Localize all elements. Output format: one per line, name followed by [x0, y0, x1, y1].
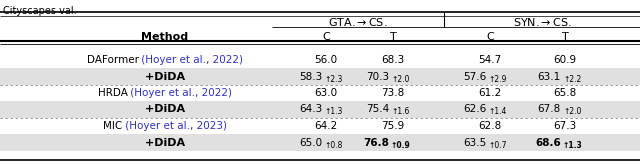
Text: Method: Method — [141, 31, 189, 41]
Text: ↑2.9: ↑2.9 — [488, 74, 506, 83]
Text: 68.6: 68.6 — [535, 137, 561, 147]
Text: ↑1.3: ↑1.3 — [563, 141, 583, 150]
Bar — [0, 68, 640, 85]
Text: ↑2.3: ↑2.3 — [324, 74, 342, 83]
Text: 75.4: 75.4 — [365, 104, 389, 114]
Text: 63.0: 63.0 — [314, 88, 337, 98]
Text: 64.2: 64.2 — [314, 121, 338, 131]
Text: T: T — [390, 31, 396, 41]
Text: ↑1.3: ↑1.3 — [324, 107, 342, 116]
Text: ↑1.6: ↑1.6 — [391, 107, 410, 116]
Text: 65.8: 65.8 — [554, 88, 577, 98]
Text: 64.3: 64.3 — [299, 104, 322, 114]
Text: ↑2.0: ↑2.0 — [391, 74, 410, 83]
Text: ↑2.2: ↑2.2 — [563, 74, 581, 83]
Text: 56.0: 56.0 — [314, 55, 337, 65]
Text: ↑0.9: ↑0.9 — [391, 141, 411, 150]
Bar — [0, 134, 640, 151]
Text: 63.5: 63.5 — [463, 137, 486, 147]
Text: 57.6: 57.6 — [463, 72, 486, 82]
Text: 60.9: 60.9 — [554, 55, 577, 65]
Text: 75.9: 75.9 — [381, 121, 404, 131]
Text: 67.8: 67.8 — [538, 104, 561, 114]
Text: +​DiDA: +​DiDA — [145, 104, 185, 114]
Text: HRDA: HRDA — [97, 88, 127, 98]
Text: ↑1.4: ↑1.4 — [488, 107, 506, 116]
Text: 76.8: 76.8 — [363, 137, 389, 147]
Text: GTA.$\rightarrow$CS.: GTA.$\rightarrow$CS. — [328, 16, 388, 28]
Text: 58.3: 58.3 — [299, 72, 322, 82]
Text: SYN.$\rightarrow$CS.: SYN.$\rightarrow$CS. — [513, 16, 572, 28]
Text: ↑2.0: ↑2.0 — [563, 107, 581, 116]
Text: C: C — [486, 31, 494, 41]
Text: 61.2: 61.2 — [478, 88, 502, 98]
Text: C: C — [322, 31, 330, 41]
Text: T: T — [562, 31, 568, 41]
Text: 65.0: 65.0 — [299, 137, 322, 147]
Text: +​DiDA: +​DiDA — [145, 137, 185, 147]
Text: 62.8: 62.8 — [478, 121, 502, 131]
Text: DAFormer: DAFormer — [86, 55, 138, 65]
Text: (Hoyer et al., 2022): (Hoyer et al., 2022) — [138, 55, 243, 65]
Text: 54.7: 54.7 — [478, 55, 502, 65]
Text: (Hoyer et al., 2022): (Hoyer et al., 2022) — [127, 88, 232, 98]
Text: ↑0.8: ↑0.8 — [324, 141, 342, 150]
Text: (Hoyer et al., 2023): (Hoyer et al., 2023) — [122, 121, 227, 131]
Text: 70.3: 70.3 — [366, 72, 389, 82]
Text: 62.6: 62.6 — [463, 104, 486, 114]
Text: 73.8: 73.8 — [381, 88, 404, 98]
Text: 67.3: 67.3 — [554, 121, 577, 131]
Text: 63.1: 63.1 — [538, 72, 561, 82]
Text: Cityscapes val.: Cityscapes val. — [3, 6, 77, 16]
Text: ↑0.7: ↑0.7 — [488, 141, 506, 150]
Text: +​DiDA: +​DiDA — [145, 72, 185, 82]
Bar — [0, 101, 640, 118]
Text: 68.3: 68.3 — [381, 55, 404, 65]
Text: MIC: MIC — [103, 121, 122, 131]
